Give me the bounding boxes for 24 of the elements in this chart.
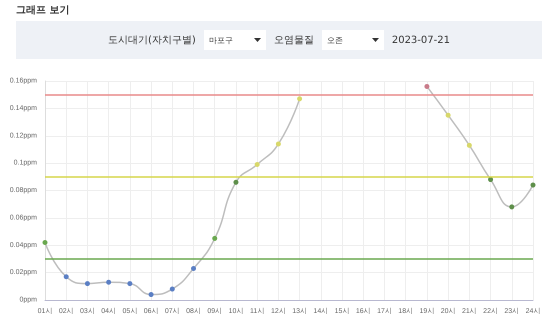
text: 2023-07-21 xyxy=(392,34,450,46)
chart-title: 그래프 보기 xyxy=(16,4,70,17)
text: 오염물질 xyxy=(274,34,314,47)
text: 도시대기(자치구별) xyxy=(108,34,196,47)
point xyxy=(297,96,302,102)
text: 마포구 xyxy=(208,34,233,46)
point xyxy=(446,112,451,118)
point xyxy=(254,162,260,167)
point xyxy=(276,141,281,146)
text: 오존 xyxy=(326,34,343,46)
point xyxy=(233,180,238,185)
point xyxy=(106,280,112,285)
point xyxy=(530,182,536,188)
point xyxy=(64,274,69,280)
point xyxy=(466,142,472,148)
point xyxy=(424,84,430,89)
point xyxy=(42,240,48,246)
point xyxy=(84,281,90,286)
point xyxy=(212,236,218,241)
point xyxy=(148,292,154,298)
point xyxy=(170,286,175,292)
point xyxy=(191,266,196,272)
point xyxy=(127,281,132,286)
point xyxy=(509,204,514,210)
